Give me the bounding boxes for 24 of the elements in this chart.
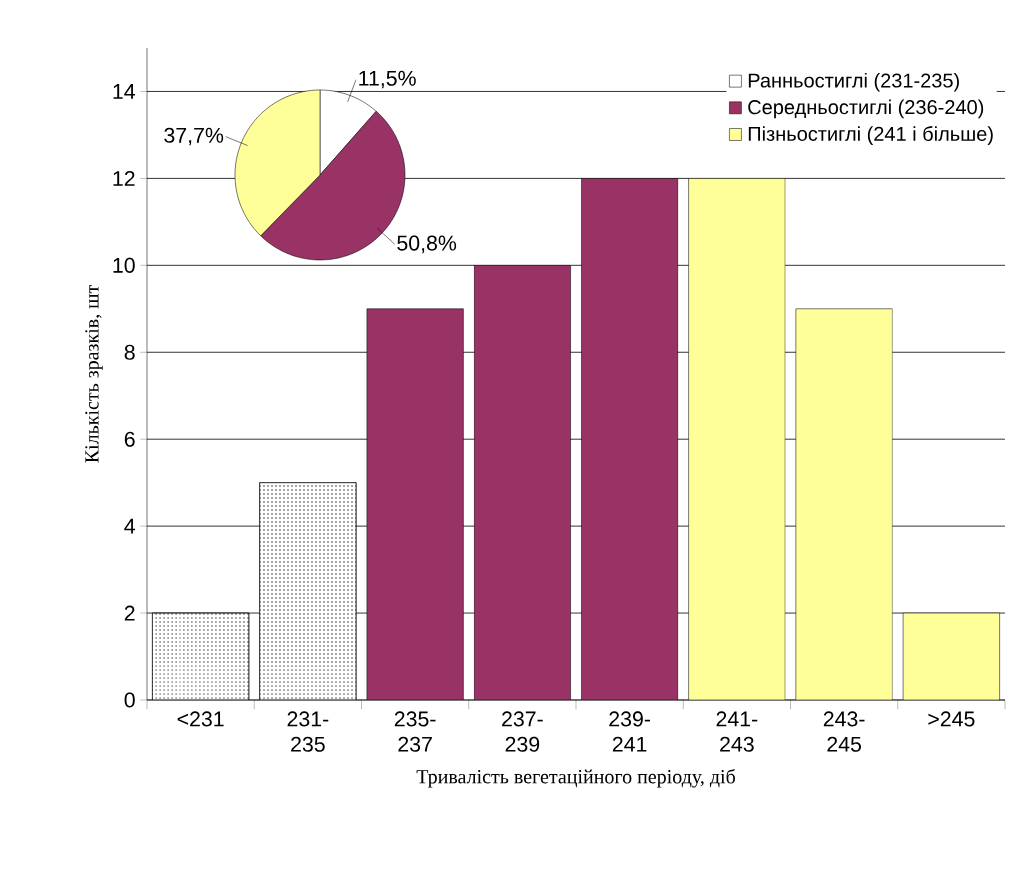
y-tick-label: 4 xyxy=(124,518,135,534)
x-tick-label: >245 xyxy=(928,711,975,727)
x-tick-label: 237-239 xyxy=(502,711,543,752)
x-tick-label: <231 xyxy=(177,711,224,727)
x-tick-label: 239-241 xyxy=(609,711,651,752)
legend-label: Ранньостиглі (231-235) xyxy=(748,72,959,92)
data-label: 11,5% xyxy=(359,70,416,89)
y-axis-title: Кількість зразків, шт xyxy=(85,285,103,463)
legend-label: Пізньостиглі (241 і більше) xyxy=(748,126,993,145)
x-tick-label: 235-237 xyxy=(394,711,436,752)
y-tick-label: 10 xyxy=(113,257,135,273)
legend-label: Середньостиглі (236-240) xyxy=(748,99,984,119)
y-tick-label: 6 xyxy=(124,431,135,447)
y-tick-label: 8 xyxy=(124,344,135,360)
x-axis-title: Тривалість вегетаційного періоду, діб xyxy=(416,768,736,788)
x-tick-label: 241-243 xyxy=(716,711,758,752)
x-tick-label: 231-235 xyxy=(287,711,329,752)
y-tick-label: 0 xyxy=(124,692,135,708)
y-tick-label: 2 xyxy=(124,605,135,621)
y-tick-label: 12 xyxy=(113,170,135,186)
data-label: 50,8% xyxy=(397,235,457,254)
data-label: 37,7% xyxy=(164,127,224,146)
y-tick-label: 14 xyxy=(113,84,135,99)
x-tick-label: 243-245 xyxy=(823,711,865,752)
